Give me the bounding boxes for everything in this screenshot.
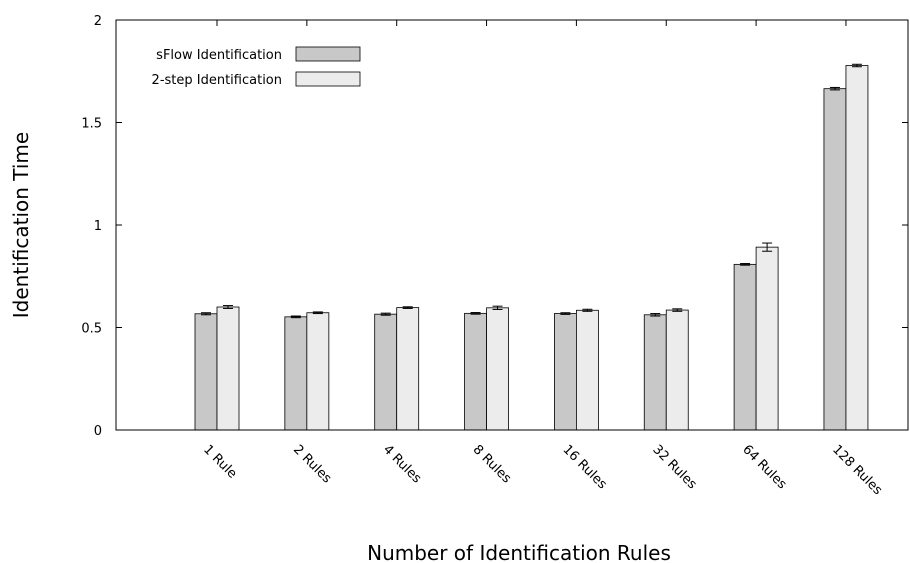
- x-tick-label: 16 Rules: [560, 442, 610, 492]
- y-tick-label: 0: [94, 424, 102, 439]
- bar-2step: [665, 309, 689, 431]
- bar-sflow: [464, 312, 487, 431]
- x-tick-label: 8 Rules: [470, 442, 514, 486]
- y-tick-label: 1.5: [81, 117, 102, 132]
- y-axis-title: Identification Time: [9, 132, 33, 318]
- bar-sflow: [194, 313, 218, 431]
- bar-series: [194, 65, 869, 431]
- bar-2step: [845, 65, 869, 431]
- bar-2step: [396, 307, 420, 431]
- bar-2step: [216, 306, 240, 431]
- legend: sFlow Identification 2-step Identificatio…: [152, 46, 361, 88]
- x-tick-label: 64 Rules: [739, 442, 789, 492]
- bar-2step: [306, 312, 330, 431]
- y-tick-label: 2: [94, 14, 102, 29]
- bar-sflow: [733, 263, 757, 431]
- legend-label: sFlow Identification: [156, 48, 282, 63]
- bar-2step: [486, 307, 509, 431]
- legend-swatch: [295, 46, 361, 62]
- plot-frame: [115, 19, 909, 431]
- x-tick-label: 32 Rules: [649, 442, 699, 492]
- bar-2step: [576, 309, 599, 431]
- y-tick-label: 0.5: [81, 322, 102, 337]
- x-axis-title: Number of Identification Rules: [367, 541, 671, 563]
- bar-sflow: [284, 316, 308, 431]
- x-tick-label: 1 Rule: [200, 442, 239, 481]
- bar-sflow: [643, 314, 667, 431]
- bar-sflow: [823, 88, 847, 431]
- x-tick-label: 2 Rules: [290, 442, 334, 486]
- error-bars: [201, 63, 862, 319]
- bar-sflow: [554, 313, 577, 431]
- bar-2step: [755, 246, 779, 431]
- x-tick-label: 4 Rules: [380, 442, 424, 486]
- legend-label: 2-step Identification: [152, 73, 282, 88]
- legend-swatch: [295, 71, 361, 87]
- x-tick-label: 128 Rules: [829, 442, 885, 498]
- bar-sflow: [374, 313, 398, 431]
- y-tick-label: 1: [94, 219, 102, 234]
